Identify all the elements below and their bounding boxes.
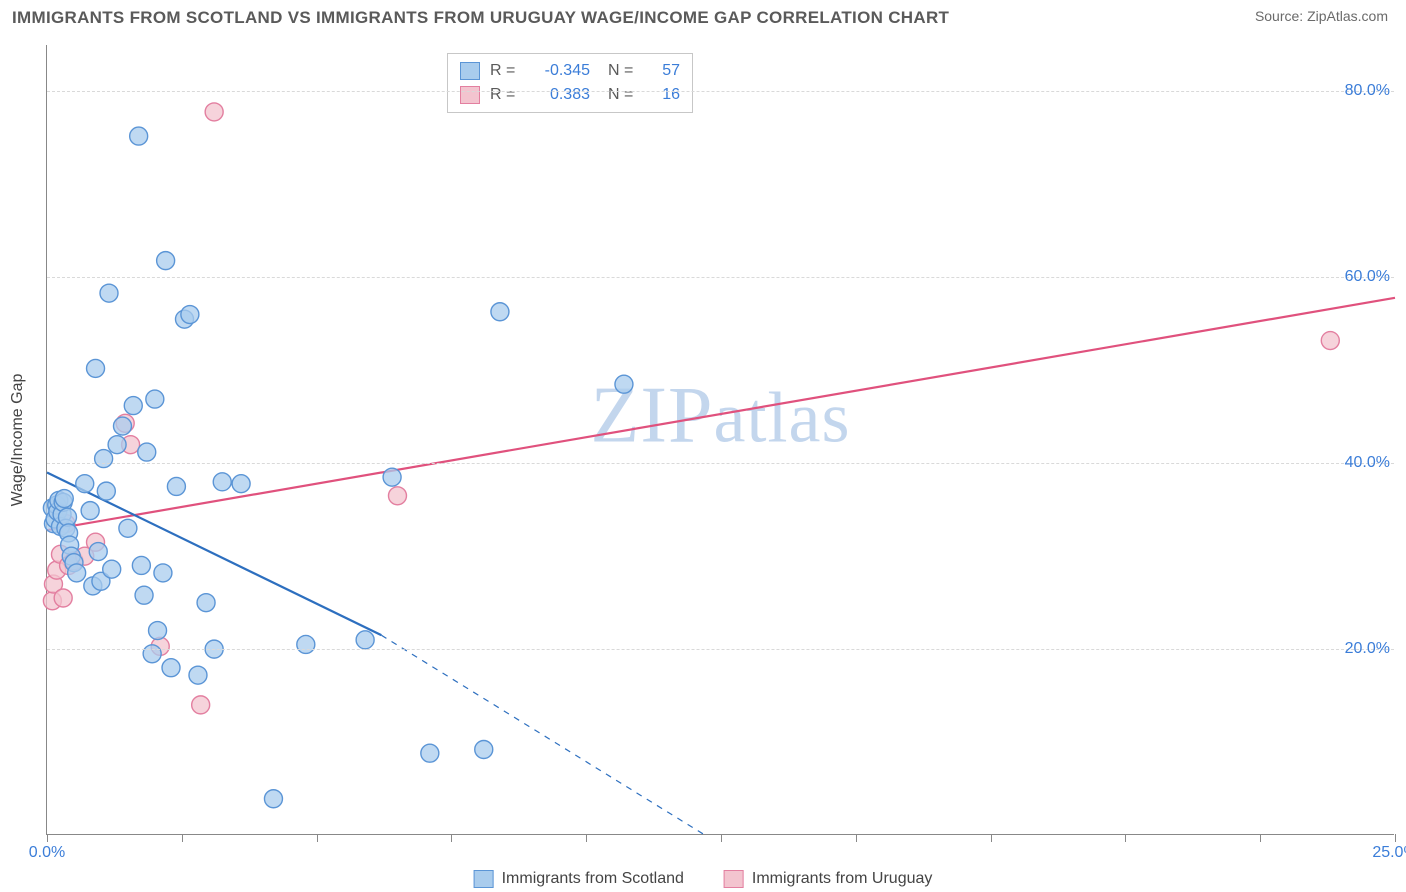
legend-item: Immigrants from Uruguay — [724, 870, 933, 888]
data-point — [149, 622, 167, 640]
data-point — [383, 468, 401, 486]
data-point — [162, 659, 180, 677]
x-tick — [1395, 834, 1396, 842]
data-point — [113, 417, 131, 435]
data-point — [132, 556, 150, 574]
x-tick — [317, 834, 318, 842]
chart-container: Wage/Income Gap ZIPatlas R =-0.345N =57R… — [46, 45, 1394, 835]
y-tick-label: 20.0% — [1345, 640, 1396, 658]
source-attribution: Source: ZipAtlas.com — [1255, 8, 1388, 24]
data-point — [143, 645, 161, 663]
data-point — [192, 696, 210, 714]
data-point — [157, 252, 175, 270]
chart-title: IMMIGRANTS FROM SCOTLAND VS IMMIGRANTS F… — [12, 8, 949, 28]
data-point — [108, 436, 126, 454]
grid-line — [47, 649, 1394, 650]
n-value: 57 — [652, 62, 680, 80]
legend-item: Immigrants from Scotland — [474, 870, 684, 888]
data-point — [124, 397, 142, 415]
r-label: R = — [490, 86, 524, 104]
data-point — [119, 519, 137, 537]
grid-line — [47, 277, 1394, 278]
n-label: N = — [608, 86, 642, 104]
x-tick — [991, 834, 992, 842]
y-tick-label: 40.0% — [1345, 454, 1396, 472]
chart-header: IMMIGRANTS FROM SCOTLAND VS IMMIGRANTS F… — [0, 0, 1406, 32]
data-point — [100, 284, 118, 302]
data-point — [135, 586, 153, 604]
data-point — [103, 560, 121, 578]
data-point — [213, 473, 231, 491]
data-point — [138, 443, 156, 461]
legend-row: R = 0.383 N = 16 — [460, 83, 680, 107]
x-tick — [856, 834, 857, 842]
x-tick — [1260, 834, 1261, 842]
data-point — [475, 740, 493, 758]
r-label: R = — [490, 62, 524, 80]
data-point — [97, 482, 115, 500]
x-tick — [47, 834, 48, 842]
grid-line — [47, 91, 1394, 92]
data-point — [181, 306, 199, 324]
x-tick — [182, 834, 183, 842]
legend-swatch — [460, 62, 480, 80]
data-point — [615, 375, 633, 393]
x-tick-label: 25.0% — [1372, 844, 1406, 862]
data-point — [189, 666, 207, 684]
series-legend: Immigrants from Scotland Immigrants from … — [474, 870, 933, 888]
x-tick-label: 0.0% — [29, 844, 65, 862]
data-point — [388, 487, 406, 505]
legend-swatch — [460, 86, 480, 104]
trend-line-dashed — [381, 635, 705, 835]
y-tick-label: 80.0% — [1345, 82, 1396, 100]
data-point — [55, 490, 73, 508]
grid-line — [47, 463, 1394, 464]
data-point — [1321, 332, 1339, 350]
x-tick — [1125, 834, 1126, 842]
n-value: 16 — [652, 86, 680, 104]
data-point — [87, 359, 105, 377]
data-point — [232, 475, 250, 493]
data-point — [491, 303, 509, 321]
y-axis-title: Wage/Income Gap — [9, 374, 27, 507]
x-tick — [586, 834, 587, 842]
x-tick — [451, 834, 452, 842]
correlation-legend: R = -0.345 N = 57 R = 0.383 N = 16 — [447, 53, 693, 113]
legend-label: Immigrants from Scotland — [502, 870, 684, 888]
data-point — [89, 543, 107, 561]
plot-area: ZIPatlas R =-0.345N =57R =0.383N =16 20.… — [46, 45, 1394, 835]
plot-svg — [47, 45, 1395, 835]
legend-label: Immigrants from Uruguay — [752, 870, 933, 888]
y-tick-label: 60.0% — [1345, 268, 1396, 286]
n-label: N = — [608, 62, 642, 80]
r-value: -0.345 — [534, 62, 590, 80]
data-point — [421, 744, 439, 762]
x-tick — [721, 834, 722, 842]
data-point — [297, 635, 315, 653]
data-point — [130, 127, 148, 145]
data-point — [68, 564, 86, 582]
data-point — [356, 631, 374, 649]
data-point — [154, 564, 172, 582]
data-point — [54, 589, 72, 607]
data-point — [146, 390, 164, 408]
data-point — [197, 594, 215, 612]
data-point — [264, 790, 282, 808]
data-point — [167, 477, 185, 495]
legend-row: R = -0.345 N = 57 — [460, 59, 680, 83]
legend-swatch — [474, 870, 494, 888]
data-point — [205, 103, 223, 121]
data-point — [81, 502, 99, 520]
data-point — [76, 475, 94, 493]
r-value: 0.383 — [534, 86, 590, 104]
legend-swatch — [724, 870, 744, 888]
trend-line — [47, 298, 1395, 530]
data-point — [95, 450, 113, 468]
